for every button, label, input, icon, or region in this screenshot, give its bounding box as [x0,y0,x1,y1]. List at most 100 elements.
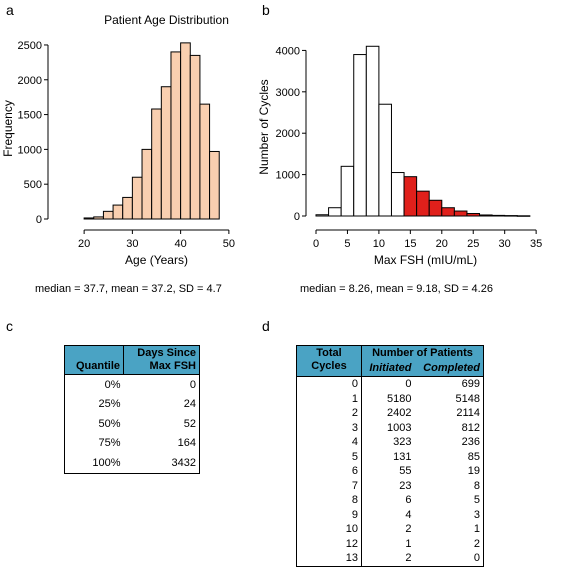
completed-cell: 19 [467,465,480,478]
cycles-cell: 1 [296,391,362,406]
initiated-cell: 1 [405,537,412,550]
panel-c-letter: c [6,318,13,334]
initiated-cell: 23 [399,479,412,492]
x-tick-label: 15 [404,238,416,250]
quantile-cell: 75% [98,437,121,450]
histogram-bar [112,204,124,220]
x-axis-label: Max FSH (mIU/mL) [374,253,477,267]
cycles-cell: 12 [296,536,362,551]
total-cycles-header-line1: Total [316,347,342,359]
quantile-cell: 0% [104,378,121,391]
cycles-cell: 2 [296,406,362,421]
days-cell: 52 [183,417,196,430]
cycles-cell: 3 [296,420,362,435]
histogram-bar [199,103,211,220]
x-tick-label: 20 [78,238,90,250]
table-row: 75% 164 [65,434,200,454]
cycles-cell: 0 [296,376,362,392]
histogram-bar [441,207,455,217]
completed-cell: 5148 [455,392,480,405]
quantile-cell: 100% [92,456,121,469]
x-axis-label: Age (Years) [125,253,188,267]
fsh-summary-stats: median = 8.26, mean = 9.18, SD = 4.26 [300,283,493,295]
total-cycles-header: Total Cycles [296,345,362,377]
age-histogram: Patient Age Distribution 0 500 1000 1500 2000… [1,13,235,267]
cycles-cell: 4 [296,435,362,450]
x-tick-label: 10 [373,238,385,250]
table-row: 4 323 236 [296,435,484,450]
completed-cell: 699 [461,378,480,391]
x-tick-label: 30 [126,238,138,250]
completed-cell: 85 [467,450,480,463]
initiated-cell: 2 [405,552,412,565]
initiated-header: Initiated [361,361,415,377]
panel-b-letter: b [262,2,270,18]
y-tick-label: 500 [24,179,42,191]
initiated-cell: 131 [393,450,412,463]
cycles-cell: 6 [296,464,362,479]
age-summary-stats: median = 37.7, mean = 37.2, SD = 4.7 [35,283,222,295]
initiated-cell: 1003 [387,421,412,434]
table-row: 1 5180 5148 [296,391,484,406]
completed-cell: 0 [473,552,480,565]
initiated-cell: 0 [405,378,412,391]
x-tick-label: 5 [344,238,350,250]
quantile-header: Quantile [64,345,124,375]
days-since-header-line1: Days Since [137,347,196,359]
initiated-cell: 2 [405,523,412,536]
histogram-bar [189,54,201,220]
table-row: 13 2 0 [296,551,484,566]
x-tick-label: 20 [436,238,448,250]
table-row: 0 0 699 [296,376,484,392]
completed-cell: 2 [473,537,480,550]
table-row: 0% 0 [65,375,200,395]
x-tick-label: 25 [467,238,479,250]
cycles-cell: 7 [296,478,362,493]
days-cell: 3432 [171,456,196,469]
x-tick-label: 30 [499,238,511,250]
histogram-bar [353,54,367,217]
x-tick-label: 50 [223,238,235,250]
table-row: 12 1 2 [296,536,484,551]
histogram-bar [151,108,162,220]
table-row: 2 2402 2114 [296,406,484,421]
table-row: 100% 3432 [65,453,200,473]
histogram-bar [365,45,380,217]
y-tick-label: 2500 [18,40,42,52]
histogram-bar [328,207,342,217]
x-tick-label: 40 [175,238,187,250]
histogram-bar [390,172,405,217]
histogram-bar [403,176,418,217]
histogram-bar [453,210,468,217]
cycles-cell: 5 [296,449,362,464]
y-tick-label: 2000 [18,75,42,87]
table-row: 9 4 3 [296,507,484,522]
initiated-cell: 55 [399,465,412,478]
quantile-cell: 25% [98,398,121,411]
completed-cell: 8 [473,479,480,492]
table-row: 8 6 5 [296,493,484,508]
histogram-bar [416,190,430,217]
y-tick-label: 1500 [18,110,42,122]
cycles-cell: 8 [296,493,362,508]
histogram-bar [209,150,220,220]
y-tick-label: 4000 [276,45,300,57]
days-cell: 0 [189,378,196,391]
histogram-bar [141,148,153,220]
table-row: 3 1003 812 [296,420,484,435]
histogram-bar [180,42,191,220]
days-since-header: Days Since Max FSH [123,345,200,375]
panel-d-letter: d [262,318,270,334]
cycles-table: Total Cycles Number of Patients Initiate… [296,345,484,567]
histogram-bar [160,86,172,220]
completed-cell: 3 [473,508,480,521]
table-row: 5 131 85 [296,449,484,464]
y-tick-label: 3000 [276,87,300,99]
number-of-patients-header: Number of Patients [361,345,484,361]
y-tick-label: 1000 [18,144,42,156]
y-tick-label: 1000 [276,170,300,182]
quantile-table: Quantile Days Since Max FSH 0% 0 25% 24 50% 5… [64,345,200,474]
histogram-bar [102,210,114,220]
quantile-cell: 50% [98,417,121,430]
histogram-bar [340,165,355,217]
